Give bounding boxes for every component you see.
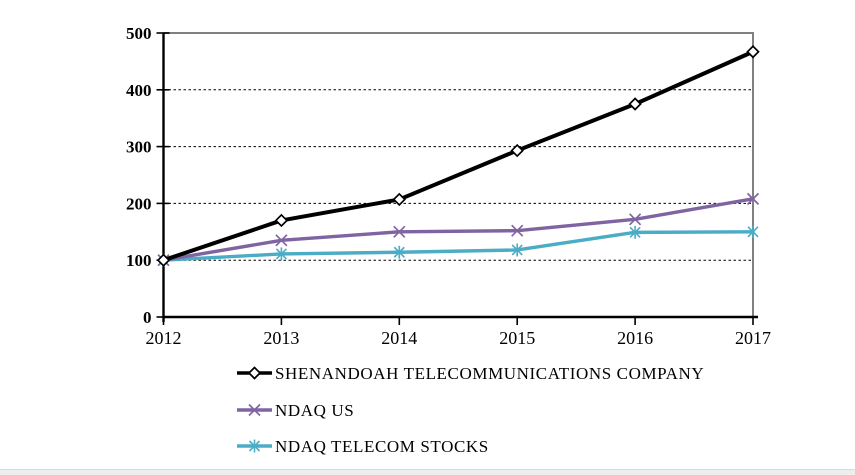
series-marker-shenandoah-telecommunications-company-2013 <box>274 213 289 228</box>
series-marker-ndaq-us-2017 <box>746 192 760 205</box>
star-marker-d2 <box>393 246 405 258</box>
series-marker-ndaq-telecom-stocks-2017 <box>747 225 759 239</box>
x-marker-2 <box>746 192 760 205</box>
series-marker-ndaq-telecom-stocks-2016 <box>629 225 641 239</box>
series-marker-ndaq-us-2014 <box>393 225 406 238</box>
y-tick-label-100: 100 <box>126 251 152 270</box>
x-tick-label-2015: 2015 <box>499 328 535 348</box>
x-tick-label-2017: 2017 <box>735 328 771 348</box>
x-marker-2 <box>248 403 261 417</box>
x-marker-2 <box>393 225 406 238</box>
star-marker-d2 <box>248 440 261 452</box>
y-tick-label-300: 300 <box>126 138 152 157</box>
x-marker-2 <box>511 224 524 237</box>
diamond-marker-shape <box>628 97 642 111</box>
series-marker-ndaq-us-2016 <box>628 213 642 226</box>
x-marker-2 <box>275 234 288 247</box>
series-marker-shenandoah-telecommunications-company-2015 <box>510 143 524 158</box>
legend-label-ndaq-telecom-stocks: NDAQ TELECOM STOCKS <box>275 437 489 456</box>
y-tick-label-200: 200 <box>126 194 152 213</box>
diamond-marker-shape <box>746 45 760 59</box>
x-tick-label-2016: 2016 <box>617 328 653 348</box>
diamond-marker-shape <box>156 253 171 267</box>
series-marker-ndaq-us-2013 <box>275 234 288 247</box>
legend-label-ndaq-us: NDAQ US <box>275 401 354 420</box>
diamond-marker-shape <box>274 213 289 228</box>
star-marker-d2 <box>747 226 759 238</box>
series-line-shenandoah-telecommunications-company <box>161 49 755 263</box>
series-marker-ndaq-telecom-stocks-2013 <box>275 247 287 261</box>
x-tick-label-2013: 2013 <box>263 328 299 348</box>
y-tick-label-500: 500 <box>126 24 152 43</box>
legend-item-ndaq-telecom-stocks: NDAQ TELECOM STOCKS <box>237 437 489 456</box>
series-marker-shenandoah-telecommunications-company-2012 <box>156 253 171 267</box>
series-marker-shenandoah-telecommunications-company-2014 <box>392 192 407 207</box>
legend-swatch-marker-shenandoah-telecommunications-company <box>247 366 262 380</box>
series-marker-shenandoah-telecommunications-company-2016 <box>628 97 642 111</box>
series-marker-ndaq-us-2015 <box>511 224 524 237</box>
series-marker-shenandoah-telecommunications-company-2017 <box>746 45 760 59</box>
y-tick-label-400: 400 <box>126 81 152 100</box>
series-marker-ndaq-telecom-stocks-2014 <box>393 245 405 259</box>
diamond-marker-shape <box>247 366 262 380</box>
legend-item-shenandoah-telecommunications-company: SHENANDOAH TELECOMMUNICATIONS COMPANY <box>237 364 704 383</box>
star-marker-d2 <box>511 244 523 256</box>
star-marker-d2 <box>629 226 641 238</box>
x-tick-label-2014: 2014 <box>381 328 417 348</box>
diamond-marker-shape <box>510 143 524 158</box>
legend-swatch-marker-ndaq-telecom-stocks <box>248 439 261 453</box>
series-line-ndaq-us <box>161 197 755 262</box>
star-marker-d2 <box>275 248 287 260</box>
series-line-ndaq-telecom-stocks <box>161 230 755 262</box>
series-marker-ndaq-telecom-stocks-2015 <box>511 243 523 257</box>
x-marker-2 <box>628 213 642 226</box>
bottom-edge-strip <box>0 469 855 475</box>
legend-label-shenandoah-telecommunications-company: SHENANDOAH TELECOMMUNICATIONS COMPANY <box>275 364 704 383</box>
y-tick-label-0: 0 <box>143 308 152 327</box>
legend-swatch-marker-ndaq-us <box>248 403 261 417</box>
diamond-marker-shape <box>392 192 407 207</box>
legend-item-ndaq-us: NDAQ US <box>237 401 354 420</box>
x-tick-label-2012: 2012 <box>146 328 182 348</box>
